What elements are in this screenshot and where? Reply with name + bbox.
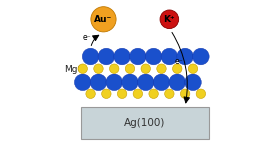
Circle shape [122,74,138,91]
Circle shape [78,64,87,73]
Circle shape [133,89,143,99]
Circle shape [102,89,111,99]
Circle shape [82,48,99,65]
Circle shape [86,89,95,99]
Circle shape [94,64,103,73]
Circle shape [137,74,154,91]
Text: MgO: MgO [65,65,85,74]
Circle shape [172,64,182,73]
Circle shape [196,89,206,99]
Text: K⁺: K⁺ [164,15,175,24]
Circle shape [161,48,178,65]
Circle shape [91,7,116,32]
Circle shape [98,48,115,65]
Circle shape [188,64,198,73]
Circle shape [114,48,130,65]
Circle shape [117,89,127,99]
Circle shape [153,74,170,91]
Circle shape [193,48,209,65]
Circle shape [125,64,135,73]
Circle shape [149,89,158,99]
Circle shape [157,64,166,73]
Circle shape [109,64,119,73]
Circle shape [169,74,186,91]
Text: e⁻: e⁻ [174,57,183,66]
Circle shape [130,48,146,65]
Circle shape [90,74,107,91]
Circle shape [141,64,150,73]
Circle shape [160,10,179,29]
Circle shape [106,74,123,91]
Text: e⁻: e⁻ [83,33,91,42]
Text: Au⁻: Au⁻ [94,15,113,24]
Circle shape [185,74,201,91]
FancyBboxPatch shape [81,107,209,139]
Circle shape [165,89,174,99]
Circle shape [145,48,162,65]
Circle shape [180,89,190,99]
Text: Ag(100): Ag(100) [124,118,166,128]
Circle shape [74,74,91,91]
Circle shape [177,48,193,65]
